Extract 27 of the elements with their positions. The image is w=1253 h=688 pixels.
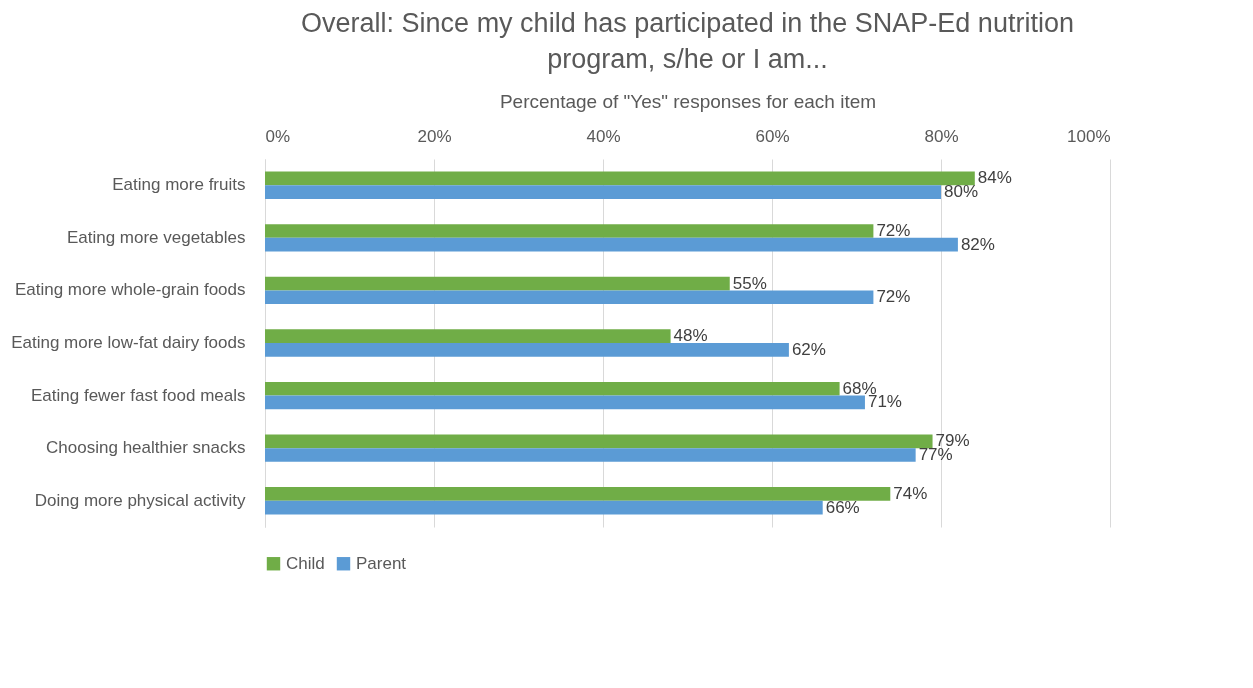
- data-label: 82%: [960, 234, 995, 254]
- y-tick-label: Choosing healthier snacks: [46, 438, 246, 458]
- x-tick-label: 40%: [586, 126, 621, 146]
- x-tick-label: 20%: [417, 126, 452, 146]
- x-tick-label: 100%: [1067, 126, 1111, 146]
- y-tick-label: Eating more low-fat dairy foods: [11, 333, 246, 352]
- y-tick-label: Eating fewer fast food meals: [30, 385, 246, 405]
- x-tick-label: 80%: [924, 126, 959, 146]
- x-axis-title: Percentage of "Yes" responses for each item: [499, 90, 877, 112]
- data-label: 55%: [732, 273, 767, 293]
- y-tick-label: Doing more physical activity: [34, 490, 246, 510]
- x-tick-label: 60%: [755, 126, 790, 146]
- y-tick-label: Eating more vegetables: [66, 227, 246, 247]
- data-label: 66%: [825, 497, 860, 517]
- data-label: 80%: [944, 182, 979, 202]
- y-tick-label: Eating more whole-grain foods: [14, 280, 246, 300]
- x-tick-label: 0%: [265, 126, 291, 146]
- data-label: 74%: [893, 483, 928, 503]
- legend-label: Parent: [356, 553, 407, 573]
- chart-title: Overall: Since my child has participated in the SNAP-Ed nutrition program, s/he or I am...: [301, 8, 1074, 74]
- data-label: 72%: [876, 287, 911, 307]
- data-label: 48%: [673, 326, 708, 346]
- y-tick-label: Eating more fruits: [112, 175, 246, 195]
- data-label: 62%: [791, 339, 826, 359]
- data-label: 84%: [977, 168, 1012, 188]
- legend-label: Child: [286, 553, 325, 573]
- data-label: 72%: [876, 221, 911, 241]
